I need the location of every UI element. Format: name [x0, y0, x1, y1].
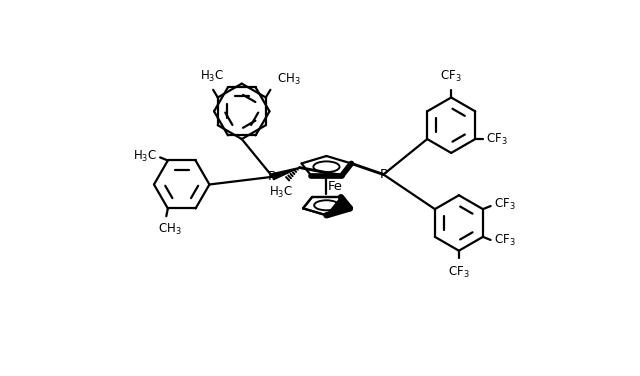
Polygon shape [271, 168, 300, 180]
Text: P: P [268, 170, 276, 183]
Text: P: P [380, 168, 388, 181]
Text: CH$_3$: CH$_3$ [276, 71, 300, 87]
Polygon shape [326, 197, 350, 215]
Text: H$_3$C: H$_3$C [200, 68, 223, 83]
Text: CF$_3$: CF$_3$ [493, 233, 515, 248]
Text: CF$_3$: CF$_3$ [493, 197, 515, 212]
Text: H$_3$C: H$_3$C [269, 185, 293, 200]
Text: CF$_3$: CF$_3$ [486, 132, 508, 147]
Text: Fe: Fe [328, 179, 343, 193]
Text: H$_3$C: H$_3$C [133, 149, 157, 164]
Text: CF$_3$: CF$_3$ [448, 265, 470, 280]
Text: CH$_3$: CH$_3$ [157, 222, 181, 238]
Text: CF$_3$: CF$_3$ [440, 68, 462, 83]
